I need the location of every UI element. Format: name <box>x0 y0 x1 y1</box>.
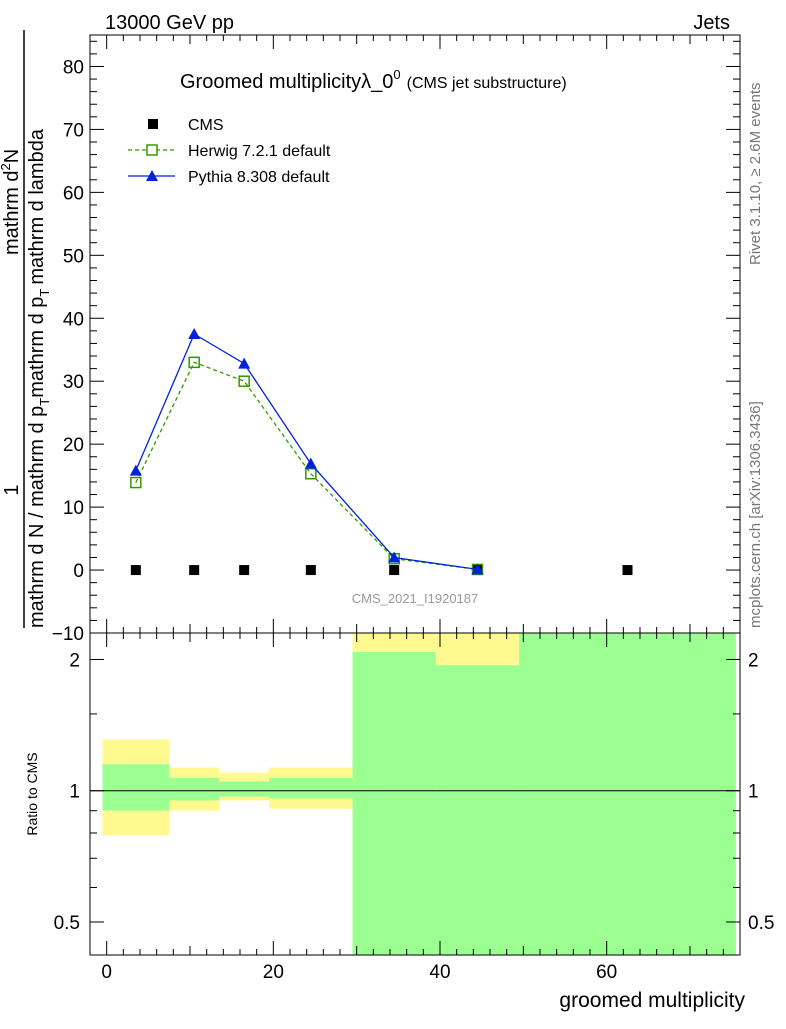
y-tick-label: 80 <box>63 57 84 78</box>
y-label-den-part2: mathrm d p <box>26 297 48 398</box>
y-label-sec-part1: mathrm d <box>1 171 23 255</box>
pythia-series-line <box>135 333 478 571</box>
pythia-data-point <box>471 563 484 575</box>
x-tick-label: 60 <box>596 962 617 983</box>
cms-data-point <box>622 565 633 576</box>
analysis-watermark: CMS_2021_I1920187 <box>352 591 479 606</box>
ratio-bands-layer <box>102 633 736 955</box>
main-y-axis-label: 1 mathrm d N / mathrm d pTmathrm d pTmat… <box>0 30 52 628</box>
pythia-data-point <box>188 328 201 339</box>
pythia-data-point <box>238 357 251 369</box>
y-label-den-part1: mathrm d N / mathrm d p <box>26 406 48 628</box>
ratio-stat-band <box>219 781 270 797</box>
ratio-stat-band <box>435 665 520 955</box>
x-axis-label: groomed multiplicity <box>559 989 745 1012</box>
chart-title-superscript: 0 <box>393 67 400 82</box>
ratio-stat-band <box>519 633 736 955</box>
y-tick-label: 40 <box>63 309 84 330</box>
y-tick-label: 10 <box>63 498 84 519</box>
legend-herwig-label: Herwig 7.2.1 default <box>188 143 331 160</box>
ratio-y-tick-label-left: 2 <box>69 650 80 671</box>
y-tick-label: 0 <box>73 561 84 582</box>
cms-data-point <box>130 565 141 576</box>
y-tick-label: 70 <box>63 120 84 141</box>
y-tick-label: 60 <box>63 183 84 204</box>
y-label-den-sub2: T <box>37 289 52 297</box>
legend-pythia-label: Pythia 8.308 default <box>188 169 330 186</box>
herwig-series-line <box>135 361 478 571</box>
cms-data-point <box>239 565 250 576</box>
legend-cms-marker <box>148 119 158 129</box>
legend-pythia-marker <box>146 170 158 181</box>
chart-subtitle: (CMS jet substructure) <box>407 75 567 92</box>
y-label-numerator: 1 <box>1 484 23 495</box>
ratio-stat-band <box>169 777 220 801</box>
legend-cms-label: CMS <box>188 117 224 134</box>
chart-title-main: Groomed multiplicityλ_0 <box>180 71 393 93</box>
header-category-label: Jets <box>693 12 730 34</box>
ratio-panel: 0.5 0.5 1 1 2 2 0 20 40 60 Ratio to CMS groomed … <box>24 35 774 1012</box>
main-series-layer <box>129 328 633 576</box>
herwig-data-point <box>130 476 142 489</box>
y-label-den-part3: mathrm d lambda <box>26 128 48 284</box>
header-energy-label: 13000 GeV pp <box>105 12 234 34</box>
x-axis: 0 20 40 60 <box>101 35 724 983</box>
chart-title: Groomed multiplicityλ_00 (CMS jet substru… <box>180 67 567 93</box>
x-tick-label: 40 <box>429 962 450 983</box>
ratio-y-tick-label-left: 0.5 <box>54 913 80 934</box>
y-tick-label: −10 <box>52 624 84 645</box>
ratio-y-axis-label: Ratio to CMS <box>24 752 40 835</box>
legend: CMS Herwig 7.2.1 default Pythia 8.308 de… <box>128 117 331 186</box>
main-y-axis: −10 0 10 20 30 40 50 60 70 80 <box>52 40 740 645</box>
ratio-stat-band <box>352 652 436 955</box>
y-tick-label: 50 <box>63 246 84 267</box>
x-tick-label: 0 <box>101 962 112 983</box>
y-label-denominator: mathrm d N / mathrm d pTmathrm d pTmathr… <box>26 128 52 628</box>
ratio-y-tick-label-right: 2 <box>748 650 759 671</box>
ratio-y-tick-label-left: 1 <box>69 782 80 803</box>
cms-data-point <box>189 565 200 576</box>
ratio-plot-frame <box>89 632 741 956</box>
pythia-data-point <box>304 457 317 469</box>
herwig-data-point <box>238 375 250 387</box>
ratio-stat-band <box>269 777 353 799</box>
rivet-version-label: Rivet 3.1.10, ≥ 2.6M events <box>747 83 764 266</box>
y-label-den-sub1: T <box>37 398 52 406</box>
ratio-y-tick-label-right: 1 <box>748 782 759 803</box>
y-label-sec-part2: N <box>1 149 23 163</box>
ratio-y-axis: 0.5 0.5 1 1 2 2 <box>54 650 775 934</box>
mcplots-source-label: mcplots.cern.ch [arXiv:1306.3436] <box>747 401 764 628</box>
cms-data-point <box>389 565 400 576</box>
y-tick-label: 20 <box>63 435 84 456</box>
x-tick-label: 20 <box>263 962 284 983</box>
y-label-sec-sup: 2 <box>0 163 13 170</box>
y-label-secondary: mathrm d2N <box>0 149 23 255</box>
ratio-stat-band <box>102 764 170 811</box>
legend-herwig-marker <box>146 144 158 156</box>
herwig-data-point <box>188 356 200 369</box>
herwig-data-point <box>305 467 317 480</box>
pythia-data-point <box>129 464 142 476</box>
cms-data-point <box>305 565 316 576</box>
ratio-y-tick-label-right: 0.5 <box>748 913 774 934</box>
y-tick-label: 30 <box>63 372 84 393</box>
pythia-data-point <box>388 551 401 563</box>
